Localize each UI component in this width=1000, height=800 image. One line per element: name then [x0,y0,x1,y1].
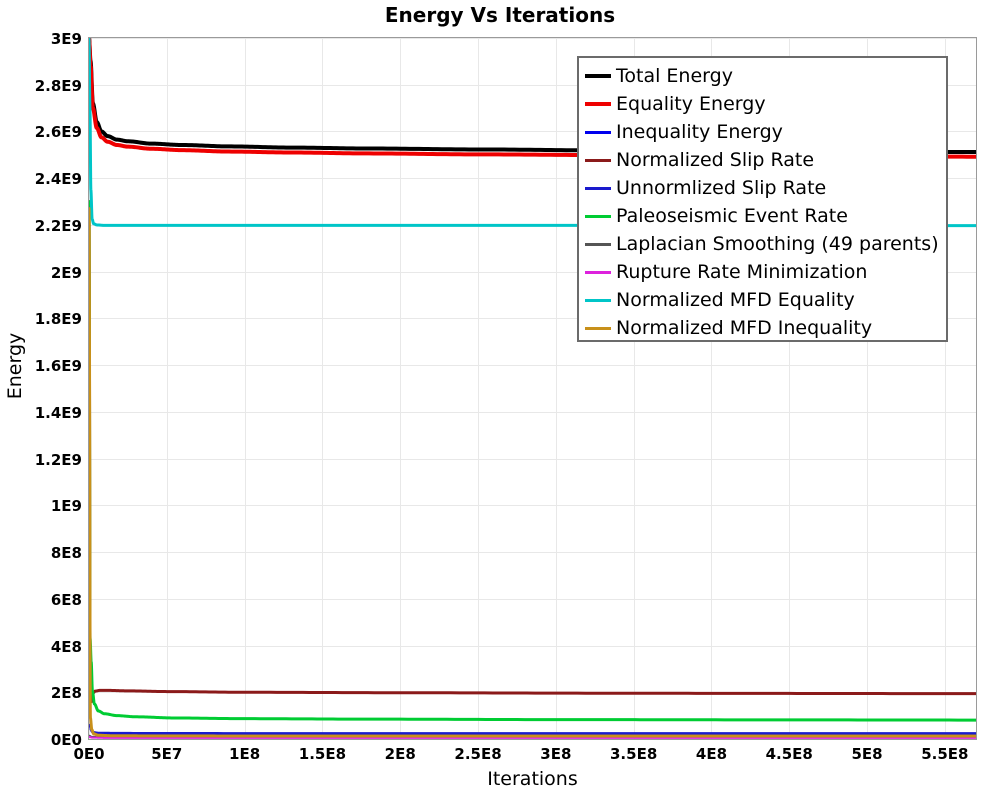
series-line [89,207,976,738]
chart-title: Energy Vs Iterations [384,3,616,27]
legend-color-swatch [585,214,611,218]
legend-color-swatch [585,326,611,330]
y-tick: 2.6E9 [0,123,82,142]
x-tick: 4E8 [666,745,756,763]
y-tick-label: 1.4E9 [34,403,82,422]
x-tick: 2.5E8 [433,745,523,763]
y-tick: 1.2E9 [0,450,82,469]
x-tick-label: 0E0 [73,745,105,763]
legend-label: Normalized MFD Inequality [616,316,873,339]
y-tick-label: 2.4E9 [34,170,82,189]
y-tick-label: 8E8 [50,544,82,563]
y-tick: 1.6E9 [0,357,82,376]
x-tick-label: 1.5E8 [298,745,347,763]
plot-frame [88,37,977,740]
legend-item[interactable]: Normalized MFD Inequality [585,314,946,342]
x-tick-label: 3E8 [540,745,572,763]
legend-label: Laplacian Smoothing (49 parents) [616,232,939,255]
x-tick: 5.5E8 [900,745,990,763]
y-tick: 2E9 [0,263,82,282]
x-tick: 0E0 [44,745,134,763]
series-line [89,735,976,739]
x-tick-label: 2E8 [384,745,416,763]
legend-label: Equality Energy [616,92,766,115]
y-tick-label: 1.6E9 [34,357,82,376]
y-tick: 2.4E9 [0,170,82,189]
x-tick: 1E8 [200,745,290,763]
x-tick-label: 1E8 [229,745,261,763]
legend-item[interactable]: Inequality Energy [585,118,946,146]
y-tick: 1.8E9 [0,310,82,329]
y-tick-label: 3E9 [50,30,82,48]
y-tick: 1E9 [0,497,82,516]
y-tick-label: 2E8 [50,684,82,703]
legend-color-swatch [585,270,611,274]
legend-color-swatch [585,298,611,302]
x-tick: 4.5E8 [744,745,834,763]
y-tick: 2.2E9 [0,216,82,235]
y-tick: 2E8 [0,684,82,703]
legend-color-swatch [585,102,611,106]
y-tick: 3E9 [0,30,82,48]
legend-item[interactable]: Paleoseismic Event Rate [585,202,946,230]
x-tick-label: 4E8 [695,745,728,763]
legend-color-swatch [585,186,611,190]
y-tick: 0E0 [0,731,82,749]
legend-label: Inequality Energy [616,120,783,143]
y-tick: 8E8 [0,544,82,563]
legend-label: Normalized MFD Equality [616,288,855,311]
x-tick: 2E8 [355,745,445,763]
x-tick: 1.5E8 [277,745,367,763]
legend-color-swatch [585,74,611,78]
legend-item[interactable]: Laplacian Smoothing (49 parents) [585,230,946,258]
y-tick-label: 2E9 [50,263,82,282]
legend-item[interactable]: Total Energy [585,62,946,90]
y-tick-label: 6E8 [50,590,82,609]
x-tick-label: 5.5E8 [921,745,969,763]
x-tick: 3E8 [511,745,601,763]
legend-item[interactable]: Unnormlized Slip Rate [585,174,946,202]
x-tick-label: 4.5E8 [765,745,813,763]
y-tick-label: 0E0 [50,731,82,749]
y-tick-label: 2.6E9 [34,123,82,142]
legend-color-swatch [585,158,611,162]
x-axis-label: Iterations [487,768,578,790]
legend-item[interactable]: Normalized Slip Rate [585,146,946,174]
y-tick: 4E8 [0,637,82,656]
y-tick-label: 1E9 [50,497,82,516]
y-tick: 6E8 [0,590,82,609]
y-tick: 1.4E9 [0,403,82,422]
x-tick-label: 5E7 [151,745,183,763]
x-tick-label: 2.5E8 [454,745,502,763]
legend-label: Unnormlized Slip Rate [616,176,827,199]
y-tick-label: 4E8 [50,637,82,656]
legend-item[interactable]: Normalized MFD Equality [585,286,946,314]
y-tick-label: 1.8E9 [34,310,82,329]
legend-label: Normalized Slip Rate [616,148,815,171]
chart-legend[interactable]: Total Energy Equality Energy Inequality En… [577,56,948,342]
x-tick: 5E7 [122,745,212,763]
y-tick-label: 2.8E9 [34,76,82,95]
legend-color-swatch [585,242,611,246]
x-tick: 3.5E8 [589,745,679,763]
legend-color-swatch [585,130,611,134]
y-tick-label: 1.2E9 [34,450,82,469]
y-tick-label: 2.2E9 [34,216,82,235]
x-tick-label: 5E8 [851,745,883,763]
legend-item[interactable]: Rupture Rate Minimization [585,258,946,286]
x-tick-label: 3.5E8 [610,745,658,763]
legend-label: Paleoseismic Event Rate [616,204,848,227]
legend-item[interactable]: Equality Energy [585,90,946,118]
legend-label: Rupture Rate Minimization [616,260,868,283]
legend-label: Total Energy [616,64,733,87]
x-tick: 5E8 [822,745,912,763]
y-tick: 2.8E9 [0,76,82,95]
